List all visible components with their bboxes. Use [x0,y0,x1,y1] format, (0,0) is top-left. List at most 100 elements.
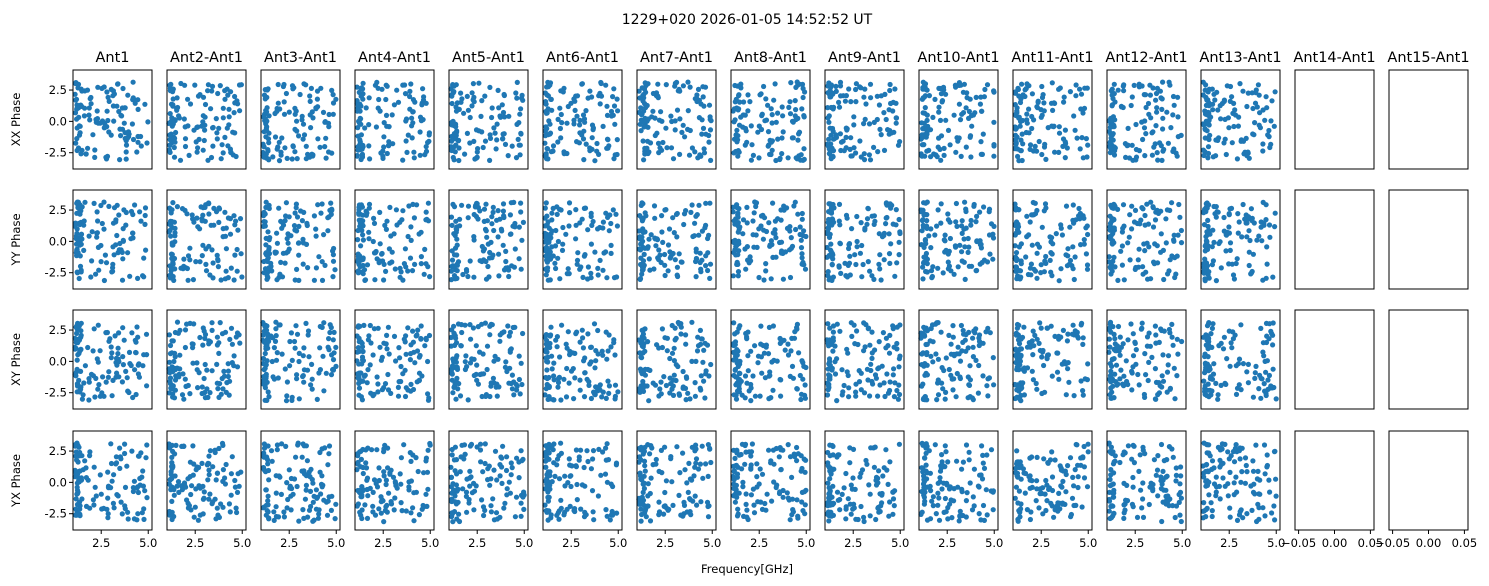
data-point [657,386,663,392]
data-point [1049,373,1055,379]
data-point [355,147,361,153]
data-point [929,275,935,281]
data-point [415,327,421,333]
data-point [588,395,595,402]
data-point [573,93,579,99]
data-point [330,357,337,363]
data-point [176,371,182,377]
data-point [496,105,502,111]
data-point [791,203,797,209]
scatter-panel [354,189,435,290]
data-point [1055,350,1061,356]
data-point [1073,217,1079,223]
data-point [520,97,526,103]
scatter-panel [1388,309,1469,410]
data-point [1070,244,1076,250]
data-point [106,203,112,209]
data-point [600,267,606,273]
data-point [766,220,772,226]
data-point [1272,89,1278,95]
data-point [552,260,558,266]
data-point [1039,354,1045,360]
data-point [943,117,949,123]
data-point [307,98,313,104]
data-point [833,83,839,89]
data-point [1041,269,1047,275]
data-point [315,202,321,208]
data-point [686,152,693,158]
data-point [330,100,337,106]
data-point [1262,388,1268,394]
data-point [798,152,804,158]
data-point [566,223,572,229]
data-point [595,272,601,278]
data-point [1132,339,1138,345]
data-point [1142,248,1148,254]
data-point [1165,362,1171,368]
data-point [674,272,680,278]
data-point [1170,342,1176,348]
data-point [371,391,377,397]
data-point [188,491,194,498]
data-point [705,267,711,274]
data-point [106,369,112,375]
data-point [399,217,405,223]
data-point [191,321,197,327]
data-point [143,455,149,461]
data-point [964,90,970,96]
data-point [225,275,231,281]
panel-frame [166,189,247,290]
data-point [454,236,460,242]
data-point [189,212,195,218]
data-point [887,387,893,394]
data-point [668,145,675,151]
data-point [479,98,485,104]
scatter-panel: 2.50.0-2.5 [45,189,153,290]
data-point [185,96,191,102]
data-point [843,125,849,131]
data-point [837,131,844,137]
data-point [555,384,561,390]
data-point [860,261,866,268]
data-point [318,85,324,91]
data-point [104,329,110,336]
data-point [1146,359,1152,365]
data-point [390,141,396,147]
scatter-panel [542,189,623,290]
data-point [325,344,331,350]
data-point [852,252,858,258]
data-point [77,240,83,246]
data-point [278,149,284,155]
data-point [1237,81,1243,87]
data-point [1210,101,1216,107]
data-point [542,215,548,221]
data-point [420,117,426,123]
data-point [894,260,900,266]
data-point [115,81,121,87]
data-point [220,234,226,240]
data-point [375,105,381,111]
data-point [400,371,406,377]
data-point [421,271,427,277]
data-point [605,214,611,220]
data-point [133,350,139,356]
data-point [778,239,785,245]
data-point [1252,100,1259,106]
data-point [383,226,389,232]
data-point [1255,82,1261,88]
data-point [1272,224,1278,230]
panel-frame [636,189,717,290]
data-point [206,211,212,217]
data-point [227,231,234,237]
data-point [132,367,138,373]
data-point [965,345,971,351]
data-point [1169,321,1175,327]
data-point [887,332,893,338]
data-point [678,259,684,265]
data-point [918,242,925,248]
data-point [391,102,397,108]
data-point [492,353,498,359]
data-point [548,149,554,155]
data-point [608,344,614,350]
data-point [698,387,704,393]
